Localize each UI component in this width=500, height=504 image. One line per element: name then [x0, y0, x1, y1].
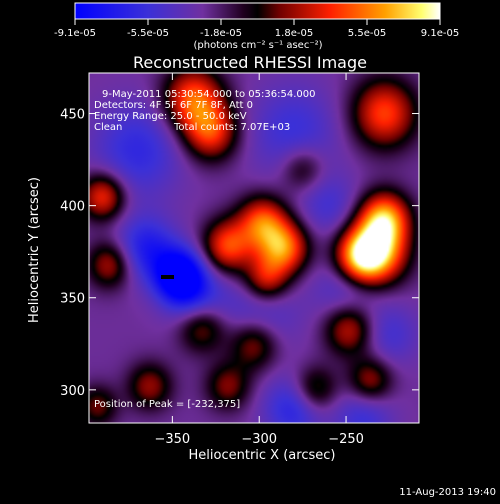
peak-marker — [161, 275, 174, 279]
x-axis-label: Heliocentric X (arcsec) — [189, 448, 336, 463]
energy-range-text: Energy Range: 25.0 - 50.0 keV — [94, 111, 247, 122]
timestamp: 11-Aug-2013 19:40 — [399, 487, 496, 498]
total-counts-text: Total counts: 7.07E+03 — [173, 122, 290, 133]
y-axis-label: Heliocentric Y (arcsec) — [27, 177, 42, 323]
y-tick-label: 450 — [60, 108, 85, 123]
x-tick-label: −250 — [328, 432, 364, 447]
chart-title: Reconstructed RHESSI Image — [133, 53, 367, 72]
colorbar-tick-label: 1.8e-05 — [275, 28, 313, 39]
y-tick-label: 350 — [60, 292, 85, 307]
x-axis-ticks: −350 −300 −250 — [155, 73, 364, 447]
colorbar-tick-label: -9.1e-05 — [54, 28, 96, 39]
detectors-text: Detectors: 4F 5F 6F 7F 8F, Att 0 — [94, 100, 253, 111]
colorbar-tick-labels: -9.1e-05 -5.5e-05 -1.8e-05 1.8e-05 5.5e-05 9.… — [54, 28, 459, 39]
colorbar-ticks — [74, 19, 441, 25]
colorbar-units: (photons cm⁻² s⁻¹ asec⁻²) — [193, 40, 322, 51]
colorbar-tick-label: -1.8e-05 — [200, 28, 242, 39]
colorbar: -9.1e-05 -5.5e-05 -1.8e-05 1.8e-05 5.5e-05 9.… — [54, 2, 459, 51]
colorbar-gradient — [74, 2, 441, 20]
y-tick-label: 400 — [60, 200, 85, 215]
y-axis-ticks: 300 350 400 450 — [60, 108, 419, 399]
x-tick-label: −300 — [241, 432, 277, 447]
colorbar-tick-label: 9.1e-05 — [421, 28, 459, 39]
info-annotations: 9-May-2011 05:30:54.000 to 05:36:54.000 … — [94, 89, 315, 410]
colorbar-tick-label: -5.5e-05 — [127, 28, 169, 39]
clean-text: Clean — [94, 122, 122, 133]
plot-area: −350 −300 −250 300 350 400 450 — [60, 72, 420, 447]
peak-position-text: Position of Peak = [-232,375] — [94, 399, 240, 410]
plot-frame — [88, 72, 420, 424]
colorbar-tick-label: 5.5e-05 — [348, 28, 386, 39]
time-range-text: 9-May-2011 05:30:54.000 to 05:36:54.000 — [102, 89, 315, 100]
x-tick-label: −350 — [155, 432, 191, 447]
y-tick-label: 300 — [60, 384, 85, 399]
